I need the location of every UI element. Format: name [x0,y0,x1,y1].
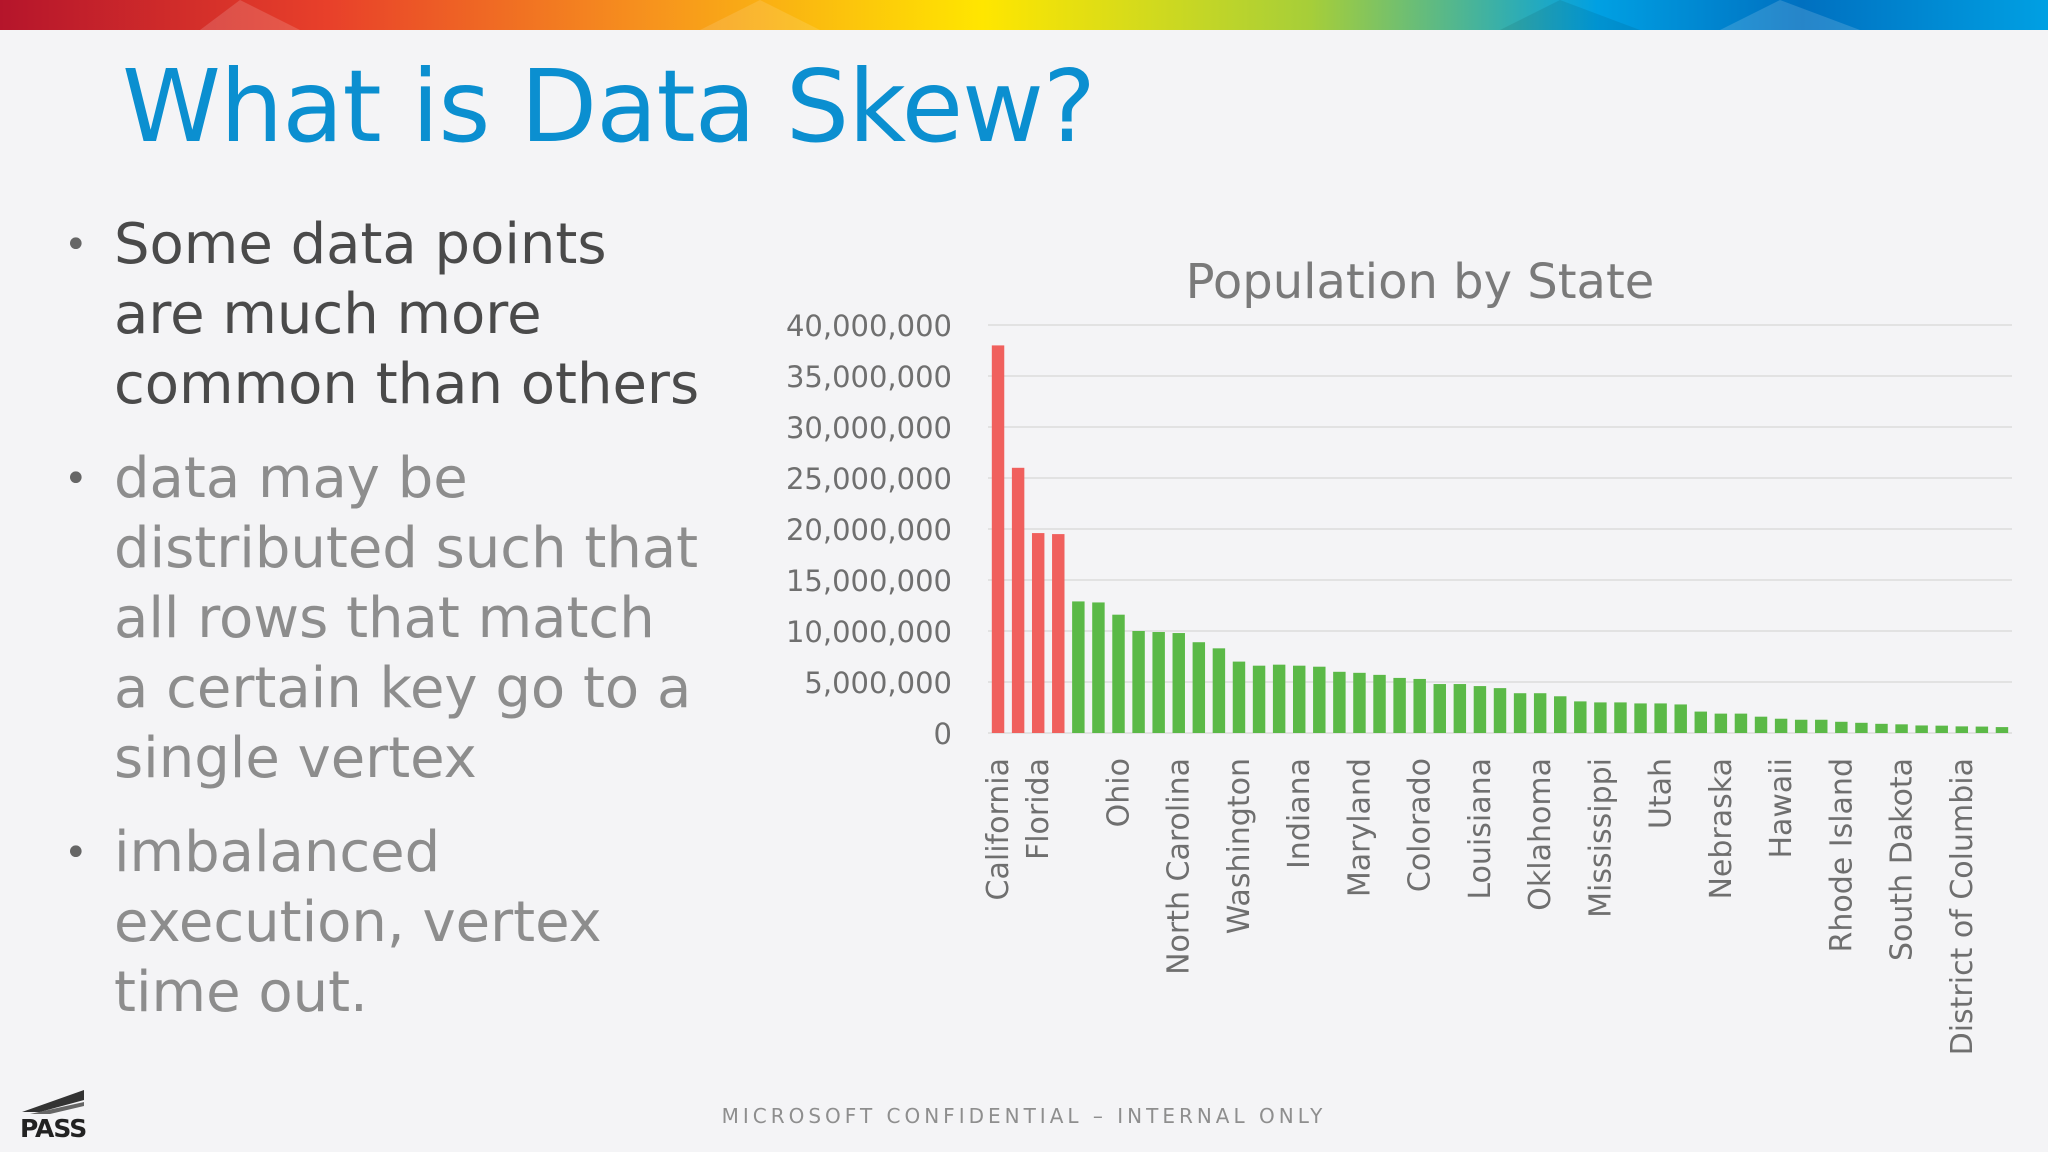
bar-north-dakota [1935,725,1948,733]
bar-indiana [1292,665,1306,733]
bullet-dot: • [64,222,88,268]
x-tick-label: Indiana [1282,758,1317,869]
bar-kansas [1634,703,1647,733]
x-tick-label: Ohio [1102,758,1137,827]
bar-new-york [1052,534,1065,733]
bar-montana [1855,722,1868,733]
x-tick-label: Washington [1222,758,1257,934]
bar-new-mexico [1694,711,1708,733]
bar-arkansas [1614,702,1627,733]
bar-massachusetts [1272,664,1286,733]
y-tick-label: 5,000,000 [804,666,952,700]
y-tick-label: 30,000,000 [786,411,952,445]
bar-alabama [1433,684,1446,733]
bar-maine [1794,719,1808,733]
bar-washington [1232,661,1246,733]
bullet-text: data may be distributed such that all ro… [114,446,699,791]
bullet-item: • data may be distributed such that all … [62,444,702,794]
x-tick-label: Utah [1644,758,1679,829]
y-tick-label: 40,000,000 [786,309,952,343]
bar-nebraska [1714,713,1728,733]
bar-louisiana [1473,686,1487,733]
pass-logo-icon [22,1090,84,1114]
bar-georgia [1132,631,1145,733]
confidential-footer: MICROSOFT CONFIDENTIAL – INTERNAL ONLY [721,1104,1327,1128]
bar-utah [1654,703,1667,733]
x-tick-label: District of Columbia [1945,758,1980,1055]
bar-mississippi [1594,702,1607,733]
y-tick-label: 15,000,000 [786,564,952,598]
bar-district-of-columbia [1955,726,1969,733]
bar-rhode-island [1835,721,1848,733]
bar-idaho [1754,716,1768,733]
bar-wyoming [1995,727,2009,733]
top-color-band [0,0,2048,30]
bar-michigan [1152,632,1165,733]
bar-nevada [1674,704,1687,733]
bullet-dot: • [64,830,88,876]
bar-tennessee [1313,666,1326,733]
x-tick-label: North Carolina [1162,758,1197,975]
x-tick-label: Oklahoma [1523,758,1558,911]
bar-south-carolina [1453,684,1467,733]
bar-texas [1011,467,1025,733]
bar-ohio [1112,614,1125,733]
pass-logo-text: PASS [20,1114,87,1143]
slide-title: What is Data Skew? [122,48,1096,165]
bar-hawaii [1774,718,1788,733]
bullet-item: • imbalanced execution, vertex time out. [62,818,702,1028]
y-tick-label: 0 [934,717,952,751]
bar-florida [1031,533,1045,733]
x-tick-label: Hawaii [1764,758,1799,859]
bar-arizona [1252,665,1266,733]
bar-maryland [1353,672,1366,733]
y-tick-label: 10,000,000 [786,615,952,649]
x-tick-label: South Dakota [1885,758,1920,961]
bar-south-dakota [1895,724,1908,733]
bar-colorado [1413,678,1426,733]
bar-new-jersey [1192,642,1206,733]
bar-kentucky [1493,688,1507,733]
bar-west-virginia [1734,713,1748,733]
x-tick-label: Rhode Island [1824,758,1859,953]
y-tick-label: 35,000,000 [786,360,952,394]
chart-title: Population by State [1186,254,1655,310]
bar-iowa [1574,701,1587,733]
bar-oklahoma [1533,693,1547,733]
x-tick-label: California [981,758,1016,900]
bar-delaware [1875,723,1888,733]
bar-new-hampshire [1815,719,1828,733]
bar-illinois [1072,601,1085,733]
bar-wisconsin [1373,674,1386,733]
bullet-text: Some data points are much more common th… [114,212,700,417]
bullet-list: • Some data points are much more common … [62,210,702,1052]
bullet-dot: • [64,456,88,502]
x-tick-label: Florida [1021,758,1056,860]
bar-pennsylvania [1092,602,1105,733]
y-tick-label: 25,000,000 [786,462,952,496]
x-tick-label: Mississippi [1583,758,1618,918]
bar-virginia [1212,648,1226,733]
bar-minnesota [1393,677,1406,733]
x-tick-label: Colorado [1403,758,1438,892]
bar-connecticut [1554,696,1567,733]
y-tick-label: 20,000,000 [786,513,952,547]
x-tick-label: Louisiana [1463,758,1498,900]
bullet-item: • Some data points are much more common … [62,210,702,420]
bar-vermont [1975,726,1989,733]
x-tick-label: Maryland [1342,758,1377,897]
bar-california [991,345,1005,733]
bar-north-carolina [1172,633,1185,733]
bar-alaska [1915,725,1928,733]
bullet-text: imbalanced execution, vertex time out. [114,820,602,1025]
x-tick-label: Nebraska [1704,758,1739,900]
bar-missouri [1333,671,1346,733]
bar-oregon [1513,693,1527,733]
